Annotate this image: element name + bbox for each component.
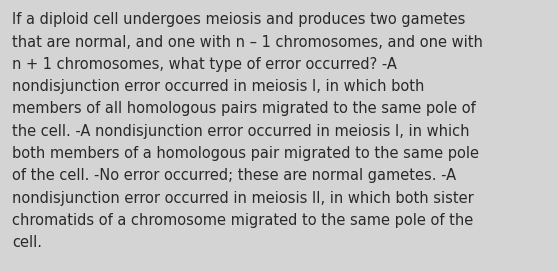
Text: nondisjunction error occurred in meiosis I, in which both: nondisjunction error occurred in meiosis… <box>12 79 425 94</box>
Text: chromatids of a chromosome migrated to the same pole of the: chromatids of a chromosome migrated to t… <box>12 213 474 228</box>
Text: members of all homologous pairs migrated to the same pole of: members of all homologous pairs migrated… <box>12 101 476 116</box>
Text: both members of a homologous pair migrated to the same pole: both members of a homologous pair migrat… <box>12 146 479 161</box>
Text: nondisjunction error occurred in meiosis II, in which both sister: nondisjunction error occurred in meiosis… <box>12 191 474 206</box>
Text: cell.: cell. <box>12 235 42 250</box>
Text: the cell. -A nondisjunction error occurred in meiosis I, in which: the cell. -A nondisjunction error occurr… <box>12 124 470 139</box>
Text: If a diploid cell undergoes meiosis and produces two gametes: If a diploid cell undergoes meiosis and … <box>12 12 465 27</box>
Text: that are normal, and one with n – 1 chromosomes, and one with: that are normal, and one with n – 1 chro… <box>12 35 483 50</box>
Text: n + 1 chromosomes, what type of error occurred? -A: n + 1 chromosomes, what type of error oc… <box>12 57 397 72</box>
Text: of the cell. -No error occurred; these are normal gametes. -A: of the cell. -No error occurred; these a… <box>12 168 456 183</box>
